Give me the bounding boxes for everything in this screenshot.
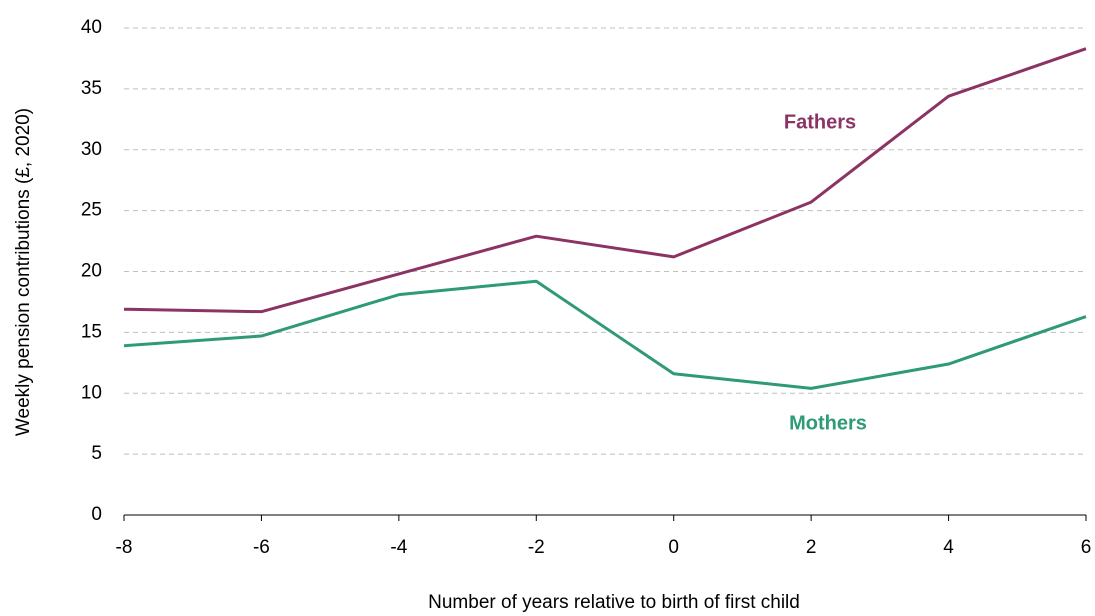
y-tick-label: 40 bbox=[81, 17, 102, 38]
y-tick-label: 35 bbox=[81, 78, 102, 99]
x-tick-label: -6 bbox=[253, 537, 270, 558]
y-tick-label: 25 bbox=[81, 200, 102, 221]
y-tick-label: 0 bbox=[91, 504, 102, 525]
y-tick-label: 5 bbox=[91, 443, 102, 464]
series-label: Mothers bbox=[789, 412, 867, 434]
y-tick-label: 15 bbox=[81, 321, 102, 342]
y-tick-label: 20 bbox=[81, 261, 102, 282]
x-tick-label: 6 bbox=[1081, 537, 1092, 558]
y-tick-label: 10 bbox=[81, 382, 102, 403]
x-tick-label: -2 bbox=[528, 537, 545, 558]
x-axis-label: Number of years relative to birth of fir… bbox=[428, 592, 800, 613]
x-tick-label: -8 bbox=[116, 537, 133, 558]
series-line bbox=[123, 279, 1087, 390]
series-label: Fathers bbox=[784, 111, 856, 133]
x-tick-label: -4 bbox=[390, 537, 407, 558]
x-tick-label: 2 bbox=[806, 537, 817, 558]
series-line bbox=[123, 47, 1087, 314]
y-tick-label: 30 bbox=[81, 139, 102, 160]
x-tick-label: 0 bbox=[668, 537, 679, 558]
y-axis-label: Weekly pension contributions (£, 2020) bbox=[13, 108, 34, 436]
x-tick-label: 4 bbox=[943, 537, 954, 558]
